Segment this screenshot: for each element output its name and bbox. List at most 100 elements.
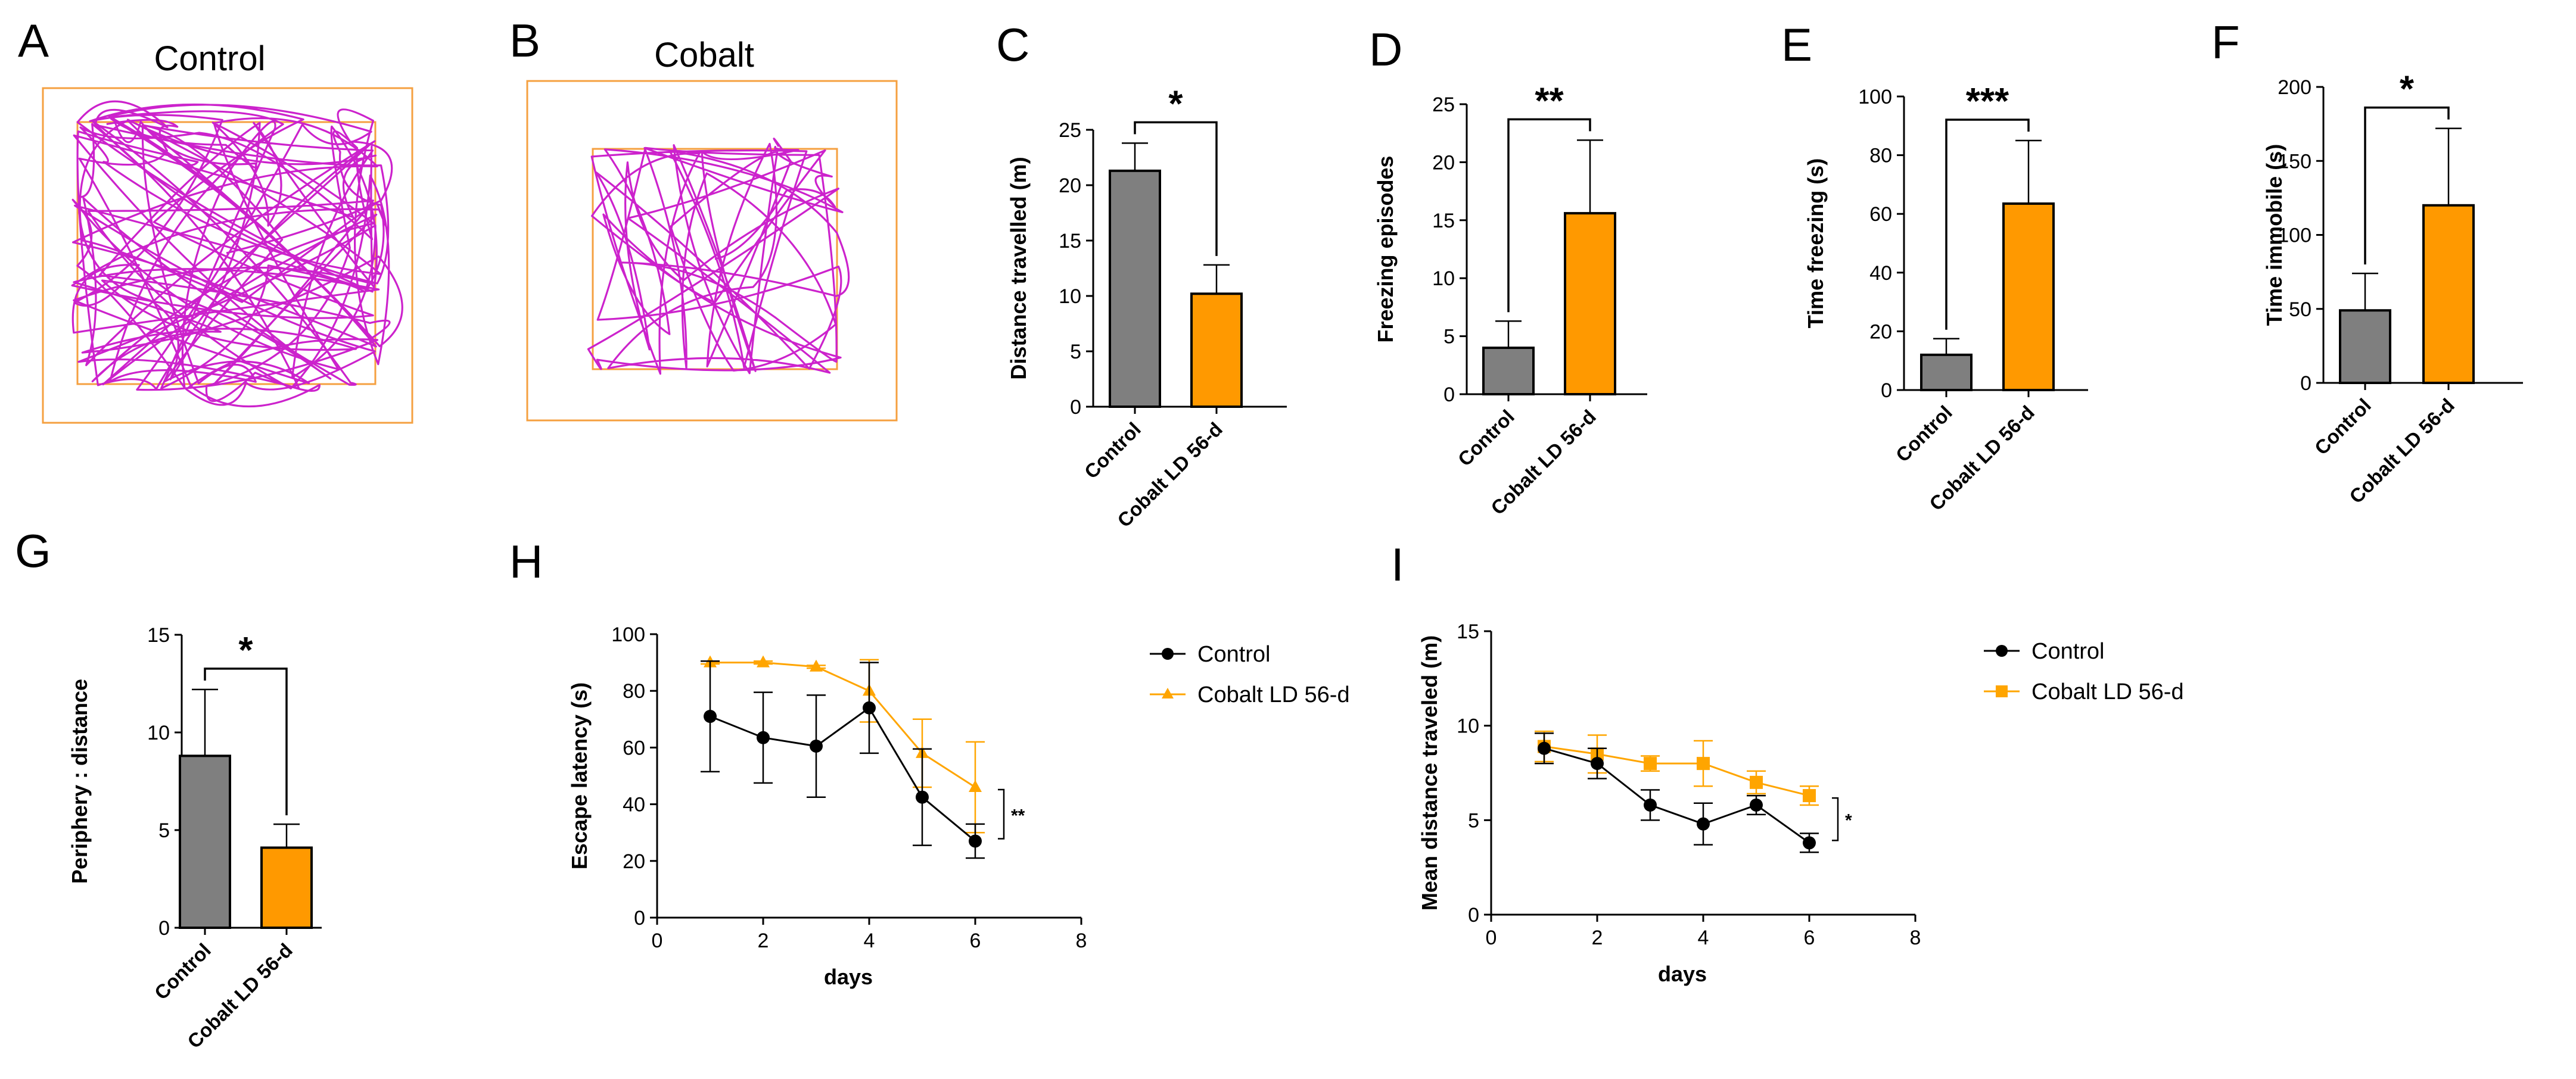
data-point	[1538, 741, 1551, 755]
x-tick-label: 0	[652, 930, 663, 952]
series-line	[710, 662, 976, 788]
y-tick-label: 10	[1457, 715, 1479, 738]
control-tracking-plot	[42, 87, 413, 424]
y-tick-label: 20	[623, 850, 645, 873]
y-axis-label: Freezing episodes	[1373, 155, 1398, 342]
y-tick-label: 100	[2278, 224, 2311, 247]
control-arena-outer	[42, 87, 413, 424]
y-axis-label: Distance travelled (m)	[1006, 157, 1031, 379]
legend-item-cobalt: Cobalt LD 56-d	[1150, 682, 1350, 707]
data-point	[863, 701, 876, 715]
data-point	[704, 710, 717, 724]
cobalt-track-path	[587, 138, 850, 375]
y-tick-label: 80	[1869, 145, 1892, 167]
y-tick-label: 40	[623, 794, 645, 816]
bar-control	[1920, 353, 1973, 392]
panel-letter-f: F	[2211, 16, 2240, 68]
y-tick-label: 15	[1432, 210, 1455, 232]
y-tick-label: 15	[1059, 230, 1081, 252]
y-axis-label: Escape latency (s)	[567, 682, 592, 869]
x-axis-label: days	[1658, 962, 1707, 986]
bar-control	[2339, 309, 2391, 384]
series-cobalt	[1535, 730, 1819, 806]
data-point	[1803, 789, 1816, 803]
data-point	[969, 834, 982, 848]
significance-bracket	[204, 668, 288, 816]
y-tick-label: 0	[2300, 372, 2311, 395]
data-point	[916, 790, 929, 804]
data-point	[1697, 817, 1710, 831]
y-tick-label: 10	[147, 722, 170, 744]
panel-b-title: Cobalt	[654, 36, 754, 74]
y-tick-label: 15	[147, 624, 170, 647]
legend-marker	[1162, 688, 1174, 698]
series-control	[1535, 732, 1819, 853]
data-point	[810, 659, 823, 672]
x-tick-label: 6	[1804, 927, 1815, 949]
series-cobalt	[701, 655, 985, 834]
bar-cobalt	[2002, 202, 2055, 391]
y-axis-label: Time freezing (s)	[1803, 158, 1828, 328]
y-tick-label: 5	[1443, 326, 1455, 348]
significance-bracket	[2364, 106, 2450, 265]
y-tick-label: 50	[2289, 298, 2311, 321]
y-tick-label: 60	[1869, 203, 1892, 226]
y-axis-label: Periphery : distance	[67, 679, 92, 884]
x-category-label: Control	[2310, 394, 2375, 459]
x-tick-label: 2	[1592, 927, 1603, 949]
y-axis-label: Mean distance traveled (m)	[1417, 635, 1442, 910]
x-axis-label: days	[824, 965, 873, 989]
significance-marker: *	[238, 630, 253, 671]
data-point	[1644, 798, 1657, 812]
bar-control	[1482, 347, 1535, 396]
significance-bracket	[1134, 121, 1218, 256]
significance-bracket	[1832, 797, 1839, 841]
x-category-label: Control	[1454, 406, 1519, 470]
significance-bracket	[998, 788, 1005, 840]
data-point	[757, 655, 770, 668]
line-chart-h: 0 20 40 60 80 100 0 2 4 6 8 days Escape latency (s) *…	[567, 623, 1350, 989]
y-tick-label: 40	[1869, 262, 1892, 285]
x-tick-label: 4	[1698, 927, 1709, 949]
x-tick-label: 8	[1910, 927, 1921, 949]
panel-letter-a: A	[18, 14, 49, 67]
y-tick-label: 20	[1059, 174, 1081, 197]
data-point	[1591, 757, 1604, 771]
y-tick-label: 5	[1468, 809, 1479, 832]
series-control	[701, 660, 985, 859]
bar-cobalt	[2422, 204, 2475, 384]
panel-a-title: Control	[154, 39, 266, 78]
y-tick-label: 80	[623, 680, 645, 703]
legend-label: Control	[2031, 639, 2105, 664]
significance-marker: **	[1011, 806, 1025, 825]
series-line	[1544, 747, 1810, 844]
legend-item-control: Control	[1984, 639, 2105, 664]
panel-letter-c: C	[996, 18, 1029, 71]
y-tick-label: 0	[1443, 383, 1455, 406]
bar-control	[179, 754, 231, 929]
data-point	[1644, 757, 1657, 771]
panel-letter-i: I	[1391, 538, 1404, 591]
bar-control	[1109, 169, 1161, 408]
legend-label: Control	[1197, 642, 1271, 667]
x-tick-label: 2	[758, 930, 769, 952]
line-chart-i: 0 5 10 15 0 2 4 6 8 days Mean distance traveled (m…	[1417, 620, 2184, 986]
y-tick-label: 0	[634, 907, 645, 930]
y-tick-label: 5	[158, 819, 170, 842]
cobalt-arena-inner	[592, 148, 838, 370]
significance-bracket	[1507, 118, 1591, 313]
bar-cobalt	[1564, 212, 1616, 395]
panel-letter-d: D	[1369, 23, 1402, 76]
data-point	[1697, 757, 1710, 771]
panel-letter-h: H	[509, 535, 543, 588]
data-point	[1750, 775, 1763, 789]
y-tick-label: 0	[1468, 904, 1479, 927]
cobalt-arena-outer	[526, 80, 898, 422]
series-line	[1544, 746, 1810, 797]
y-tick-label: 25	[1432, 93, 1455, 116]
panel-letter-g: G	[15, 525, 51, 577]
x-category-label: Control	[1891, 401, 1956, 466]
data-point	[1750, 798, 1763, 812]
